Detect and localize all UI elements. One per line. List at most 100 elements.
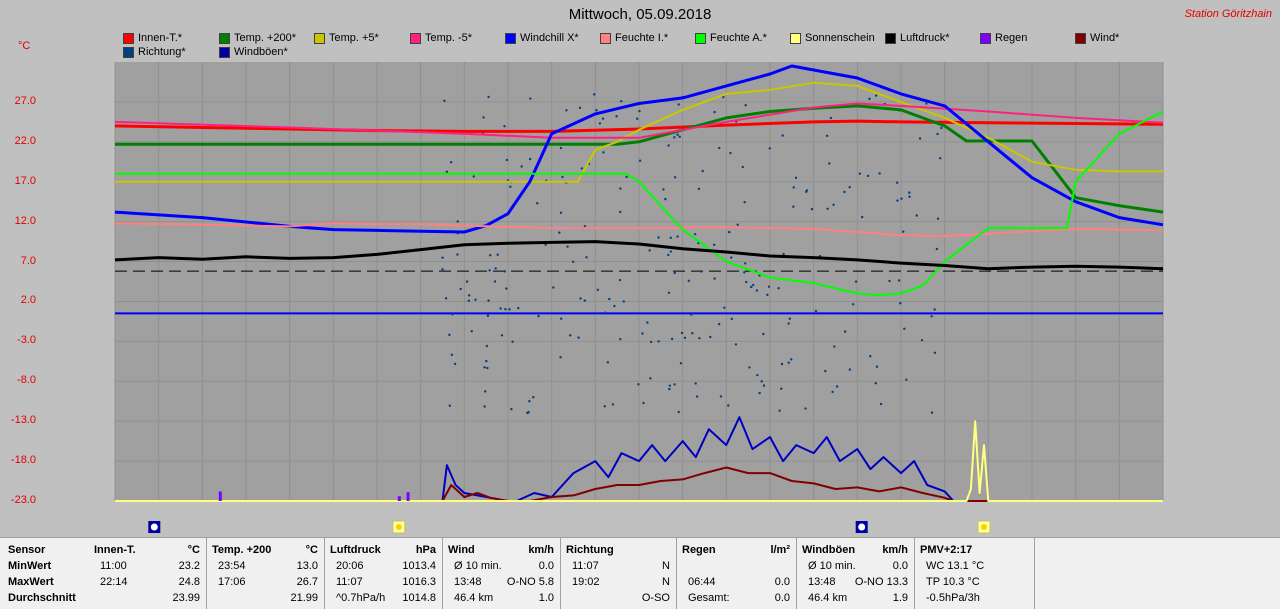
stats-cell: 1.0 xyxy=(538,592,554,604)
direction-dot xyxy=(902,230,905,233)
direction-dot xyxy=(619,187,622,190)
direction-dot xyxy=(448,333,451,337)
stats-cell: 26.7 xyxy=(296,576,318,588)
stats-cell: °C xyxy=(305,544,318,556)
direction-dot xyxy=(483,366,486,369)
row-label-avg: Durchschnitt xyxy=(8,592,76,604)
direction-dot xyxy=(508,308,511,311)
direction-dot xyxy=(509,185,512,189)
y-tick-label: 22.0 xyxy=(14,134,36,147)
direction-dot xyxy=(642,401,645,405)
direction-dot xyxy=(879,402,883,406)
direction-dot xyxy=(756,373,759,377)
direction-dot xyxy=(933,308,936,311)
direction-dot xyxy=(787,322,790,325)
legend-label: Windchill X* xyxy=(520,32,579,44)
direction-dot xyxy=(637,383,640,386)
direction-dot xyxy=(760,380,763,383)
direction-dot xyxy=(712,243,716,247)
direction-dot xyxy=(444,297,448,300)
series-line xyxy=(114,64,1164,234)
stats-cell: 17:06 xyxy=(218,576,246,588)
direction-dot xyxy=(939,156,942,160)
stats-cell: 1.9 xyxy=(892,592,908,604)
direction-dot xyxy=(677,103,680,106)
direction-dot xyxy=(571,260,575,264)
direction-dot xyxy=(832,203,835,206)
y-tick-label: 7.0 xyxy=(20,254,36,267)
stats-cell: 46.4 km xyxy=(808,592,848,604)
direction-dot xyxy=(730,317,733,321)
direction-dot xyxy=(936,132,939,136)
direction-dot xyxy=(697,187,701,191)
direction-dot xyxy=(449,160,453,164)
direction-dot xyxy=(668,384,672,387)
series-line xyxy=(115,420,1163,502)
legend-swatch xyxy=(885,32,896,44)
direction-dot xyxy=(635,117,639,120)
direction-dot xyxy=(667,144,670,147)
stats-cell: 19:02 xyxy=(572,576,600,588)
direction-dot xyxy=(918,137,922,140)
direction-dot xyxy=(766,293,769,297)
direction-dot xyxy=(810,207,814,211)
weather-chart xyxy=(114,62,1164,534)
direction-dot xyxy=(676,133,679,136)
stats-cell: 24.8 xyxy=(178,576,200,588)
direction-dot xyxy=(577,336,580,339)
moon-icon xyxy=(150,523,158,531)
y-tick-label: 17.0 xyxy=(14,174,36,187)
direction-dot xyxy=(664,197,667,201)
legend-item: Windchill X* xyxy=(505,32,579,44)
legend-label: Temp. -5* xyxy=(425,32,473,44)
legend-item: Temp. -5* xyxy=(410,32,472,44)
stats-cell: 11:07 xyxy=(336,576,363,588)
direction-dot xyxy=(559,146,563,150)
direction-dot xyxy=(601,117,605,120)
legend-item: Luftdruck* xyxy=(885,32,950,44)
direction-dot xyxy=(695,395,699,398)
direction-dot xyxy=(593,93,596,96)
direction-dot xyxy=(505,287,508,290)
direction-dot xyxy=(787,361,790,364)
direction-dot xyxy=(559,317,563,320)
direction-dot xyxy=(527,411,530,414)
direction-dot xyxy=(835,385,839,388)
direction-dot xyxy=(908,191,911,194)
direction-dot xyxy=(641,332,644,335)
direction-dot xyxy=(486,314,490,317)
direction-dot xyxy=(646,321,649,324)
direction-dot xyxy=(729,151,732,155)
direction-dot xyxy=(687,279,691,283)
direction-dot xyxy=(713,277,716,280)
stats-column: PMV+2:17 WC 13.1 °C TP 10.3 °C -0.5hPa/3h xyxy=(914,538,1035,609)
direction-dot xyxy=(445,170,449,173)
direction-dot xyxy=(451,313,454,316)
y-tick-label: -3.0 xyxy=(17,334,36,347)
direction-dot xyxy=(777,287,780,290)
direction-dot xyxy=(829,116,833,120)
direction-dot xyxy=(860,215,864,219)
direction-dot xyxy=(741,165,744,169)
direction-dot xyxy=(648,249,651,252)
direction-dot xyxy=(561,175,564,179)
direction-dot xyxy=(470,330,473,333)
stats-cell: 0.0 xyxy=(538,560,554,572)
stats-cell: 0.0 xyxy=(774,592,790,604)
direction-dot xyxy=(744,103,747,107)
direction-dot xyxy=(472,175,475,178)
direction-dot xyxy=(622,300,625,303)
stats-column: Temp. +200 °C 23:54 13.0 17:06 26.7 21.99 xyxy=(206,538,325,609)
direction-dot xyxy=(874,382,878,385)
direction-dot xyxy=(559,355,562,359)
direction-dot xyxy=(701,169,704,173)
direction-dot xyxy=(767,285,771,288)
direction-dot xyxy=(673,271,676,275)
stats-cell: 1013.4 xyxy=(402,560,436,572)
direction-dot xyxy=(673,383,676,386)
series-line xyxy=(114,119,1164,133)
row-label-min: MinWert xyxy=(8,560,52,572)
direction-dot xyxy=(683,336,687,340)
direction-dot xyxy=(755,289,759,292)
direction-dot xyxy=(585,256,588,259)
